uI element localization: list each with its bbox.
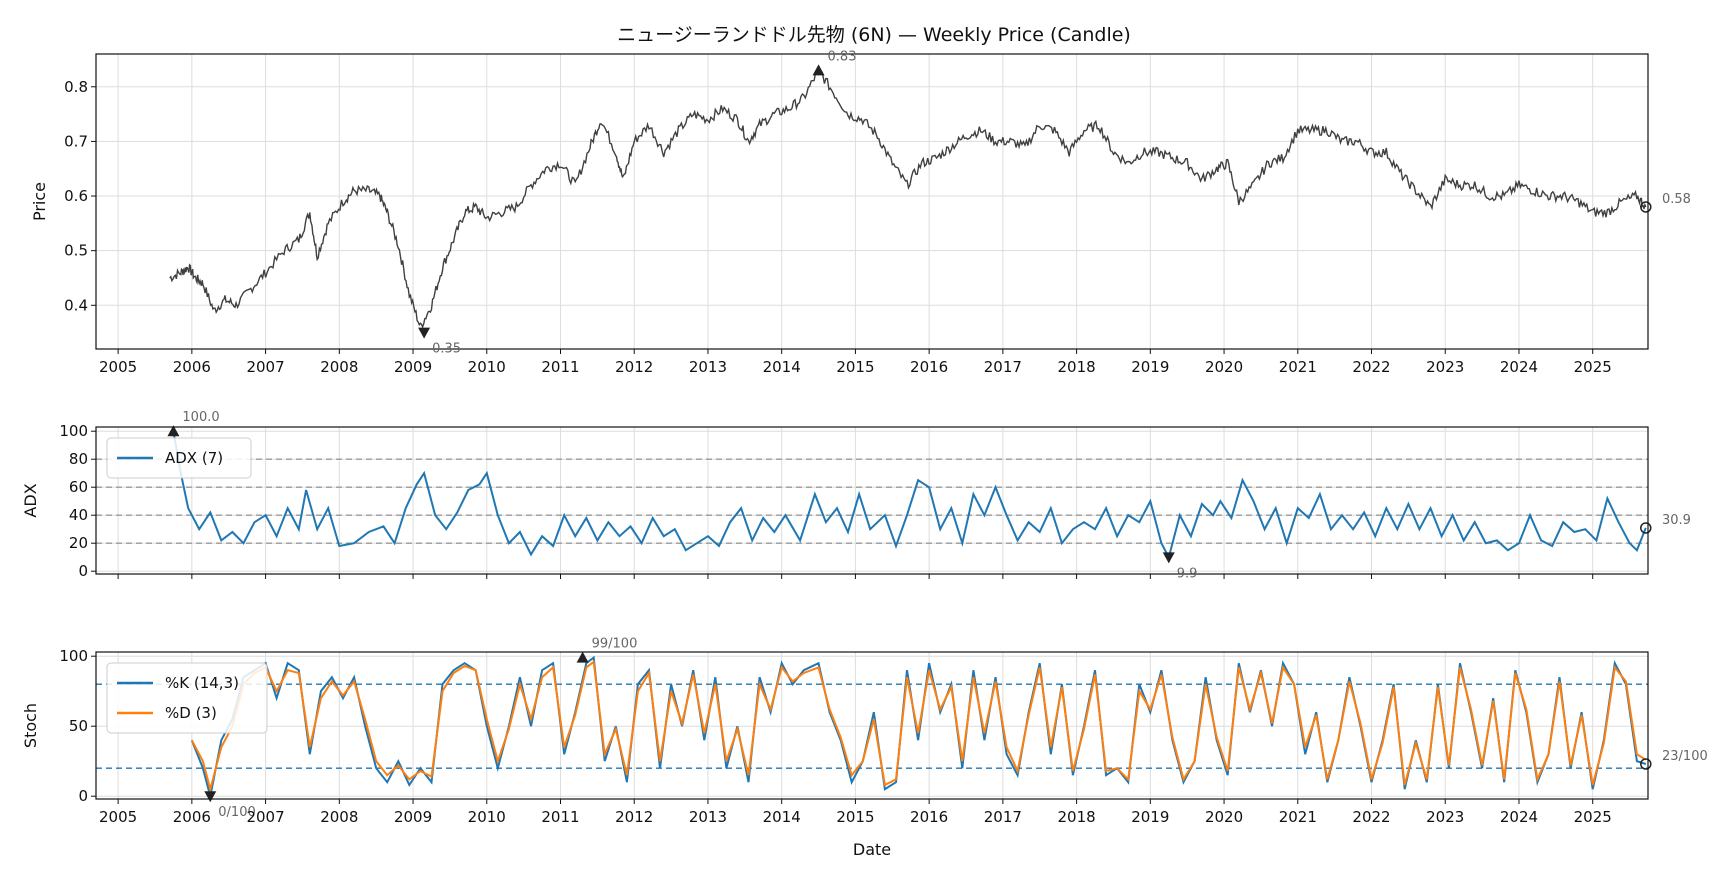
- x-tick-label: 2006: [173, 358, 211, 376]
- series-line-1: [190, 659, 1647, 794]
- x-axis-label: Date: [853, 840, 891, 859]
- max-marker: [167, 425, 180, 437]
- y-tick-label: 0: [78, 787, 88, 805]
- x-tick-label: 2021: [1279, 358, 1317, 376]
- x-tick-label: 2011: [541, 808, 579, 826]
- y-tick-label: 0.7: [64, 132, 88, 150]
- x-tick-label: 2019: [1131, 808, 1169, 826]
- y-tick-label: 0.5: [64, 242, 88, 260]
- x-tick-label: 2022: [1352, 808, 1390, 826]
- legend-label: %D (3): [165, 704, 217, 722]
- y-axis-label: ADX: [21, 483, 40, 517]
- x-tick-label: 2018: [1058, 358, 1096, 376]
- x-tick-label: 2014: [763, 808, 801, 826]
- x-tick-label: 2023: [1426, 358, 1464, 376]
- max-annotation: 100.0: [182, 410, 219, 425]
- y-tick-label: 50: [69, 717, 88, 735]
- x-tick-label: 2014: [763, 358, 801, 376]
- x-tick-label: 2024: [1500, 808, 1538, 826]
- last-marker: [1640, 201, 1652, 213]
- y-tick-label: 0.8: [64, 78, 88, 96]
- min-annotation: 9.9: [1177, 566, 1198, 581]
- x-tick-label: 2009: [394, 358, 432, 376]
- last-marker: [1640, 758, 1652, 770]
- text-layer: 0.83 0.35 0.58 0.4 0.5 0.6 0.7 0.8 2005 2006 2007 2…: [21, 49, 1708, 859]
- last-annotation: 30.9: [1662, 513, 1691, 528]
- x-tick-label: 2017: [984, 358, 1022, 376]
- legend-label: %K (14,3): [165, 674, 239, 692]
- x-tick-label: 2015: [836, 358, 874, 376]
- y-tick-label: 100: [59, 647, 88, 665]
- max-annotation: 0.83: [828, 49, 857, 64]
- x-tick-label: 2020: [1205, 808, 1243, 826]
- x-tick-label: 2025: [1574, 358, 1612, 376]
- x-tick-label: 2012: [615, 358, 653, 376]
- series-line-0: [190, 655, 1647, 797]
- last-annotation: 0.58: [1662, 192, 1691, 207]
- min-marker: [204, 791, 217, 803]
- axes-frame: [95, 651, 1649, 800]
- x-tick-label: 2009: [394, 808, 432, 826]
- x-tick-label: 2008: [320, 358, 358, 376]
- min-annotation: 0/100: [218, 805, 255, 820]
- x-tick-label: 2013: [689, 358, 727, 376]
- x-tick-label: 2008: [320, 808, 358, 826]
- legend-box: [106, 437, 252, 479]
- axes-frame: [95, 53, 1649, 350]
- x-tick-label: 2010: [468, 358, 506, 376]
- x-tick-label: 2017: [984, 808, 1022, 826]
- x-tick-label: 2007: [246, 358, 284, 376]
- price-series: [169, 65, 1647, 329]
- x-tick-label: 2007: [246, 808, 284, 826]
- last-annotation: 23/100: [1662, 749, 1708, 764]
- max-marker: [812, 64, 825, 76]
- legend-label: ADX (7): [165, 449, 223, 467]
- x-tick-label: 2015: [836, 808, 874, 826]
- min-marker: [418, 327, 431, 339]
- chart-title: ニュージーランドドル先物 (6N) — Weekly Price (Candle…: [617, 24, 1131, 46]
- x-tick-label: 2020: [1205, 358, 1243, 376]
- max-marker: [576, 651, 589, 663]
- y-tick-label: 0.6: [64, 187, 88, 205]
- y-tick-label: 40: [69, 506, 88, 524]
- x-tick-label: 2018: [1058, 808, 1096, 826]
- y-axis-label: Stoch: [21, 703, 40, 748]
- axes-layer: [91, 53, 1649, 804]
- y-tick-label: 0.4: [64, 296, 88, 314]
- x-tick-label: 2019: [1131, 358, 1169, 376]
- x-tick-label: 2005: [99, 808, 137, 826]
- x-tick-label: 2012: [615, 808, 653, 826]
- x-tick-label: 2022: [1352, 358, 1390, 376]
- y-axis-label: Price: [30, 182, 49, 221]
- y-tick-label: 100: [59, 422, 88, 440]
- series-line-0: [172, 431, 1647, 561]
- y-tick-label: 0: [78, 562, 88, 580]
- x-tick-label: 2005: [99, 358, 137, 376]
- x-tick-label: 2013: [689, 808, 727, 826]
- legend-box: [106, 662, 268, 734]
- last-marker: [1640, 522, 1652, 534]
- x-tick-label: 2016: [910, 808, 948, 826]
- x-tick-label: 2016: [910, 358, 948, 376]
- x-tick-label: 2006: [173, 808, 211, 826]
- y-tick-label: 60: [69, 478, 88, 496]
- axes-frame: [95, 426, 1649, 575]
- marks-layer: [167, 64, 1652, 803]
- x-tick-label: 2024: [1500, 358, 1538, 376]
- x-tick-label: 2011: [541, 358, 579, 376]
- y-tick-label: 20: [69, 534, 88, 552]
- x-tick-label: 2010: [468, 808, 506, 826]
- min-annotation: 0.35: [432, 342, 461, 357]
- x-tick-label: 2023: [1426, 808, 1464, 826]
- x-tick-label: 2021: [1279, 808, 1317, 826]
- min-marker: [1162, 552, 1175, 564]
- y-tick-label: 80: [69, 450, 88, 468]
- max-annotation: 99/100: [592, 637, 638, 652]
- x-tick-label: 2025: [1574, 808, 1612, 826]
